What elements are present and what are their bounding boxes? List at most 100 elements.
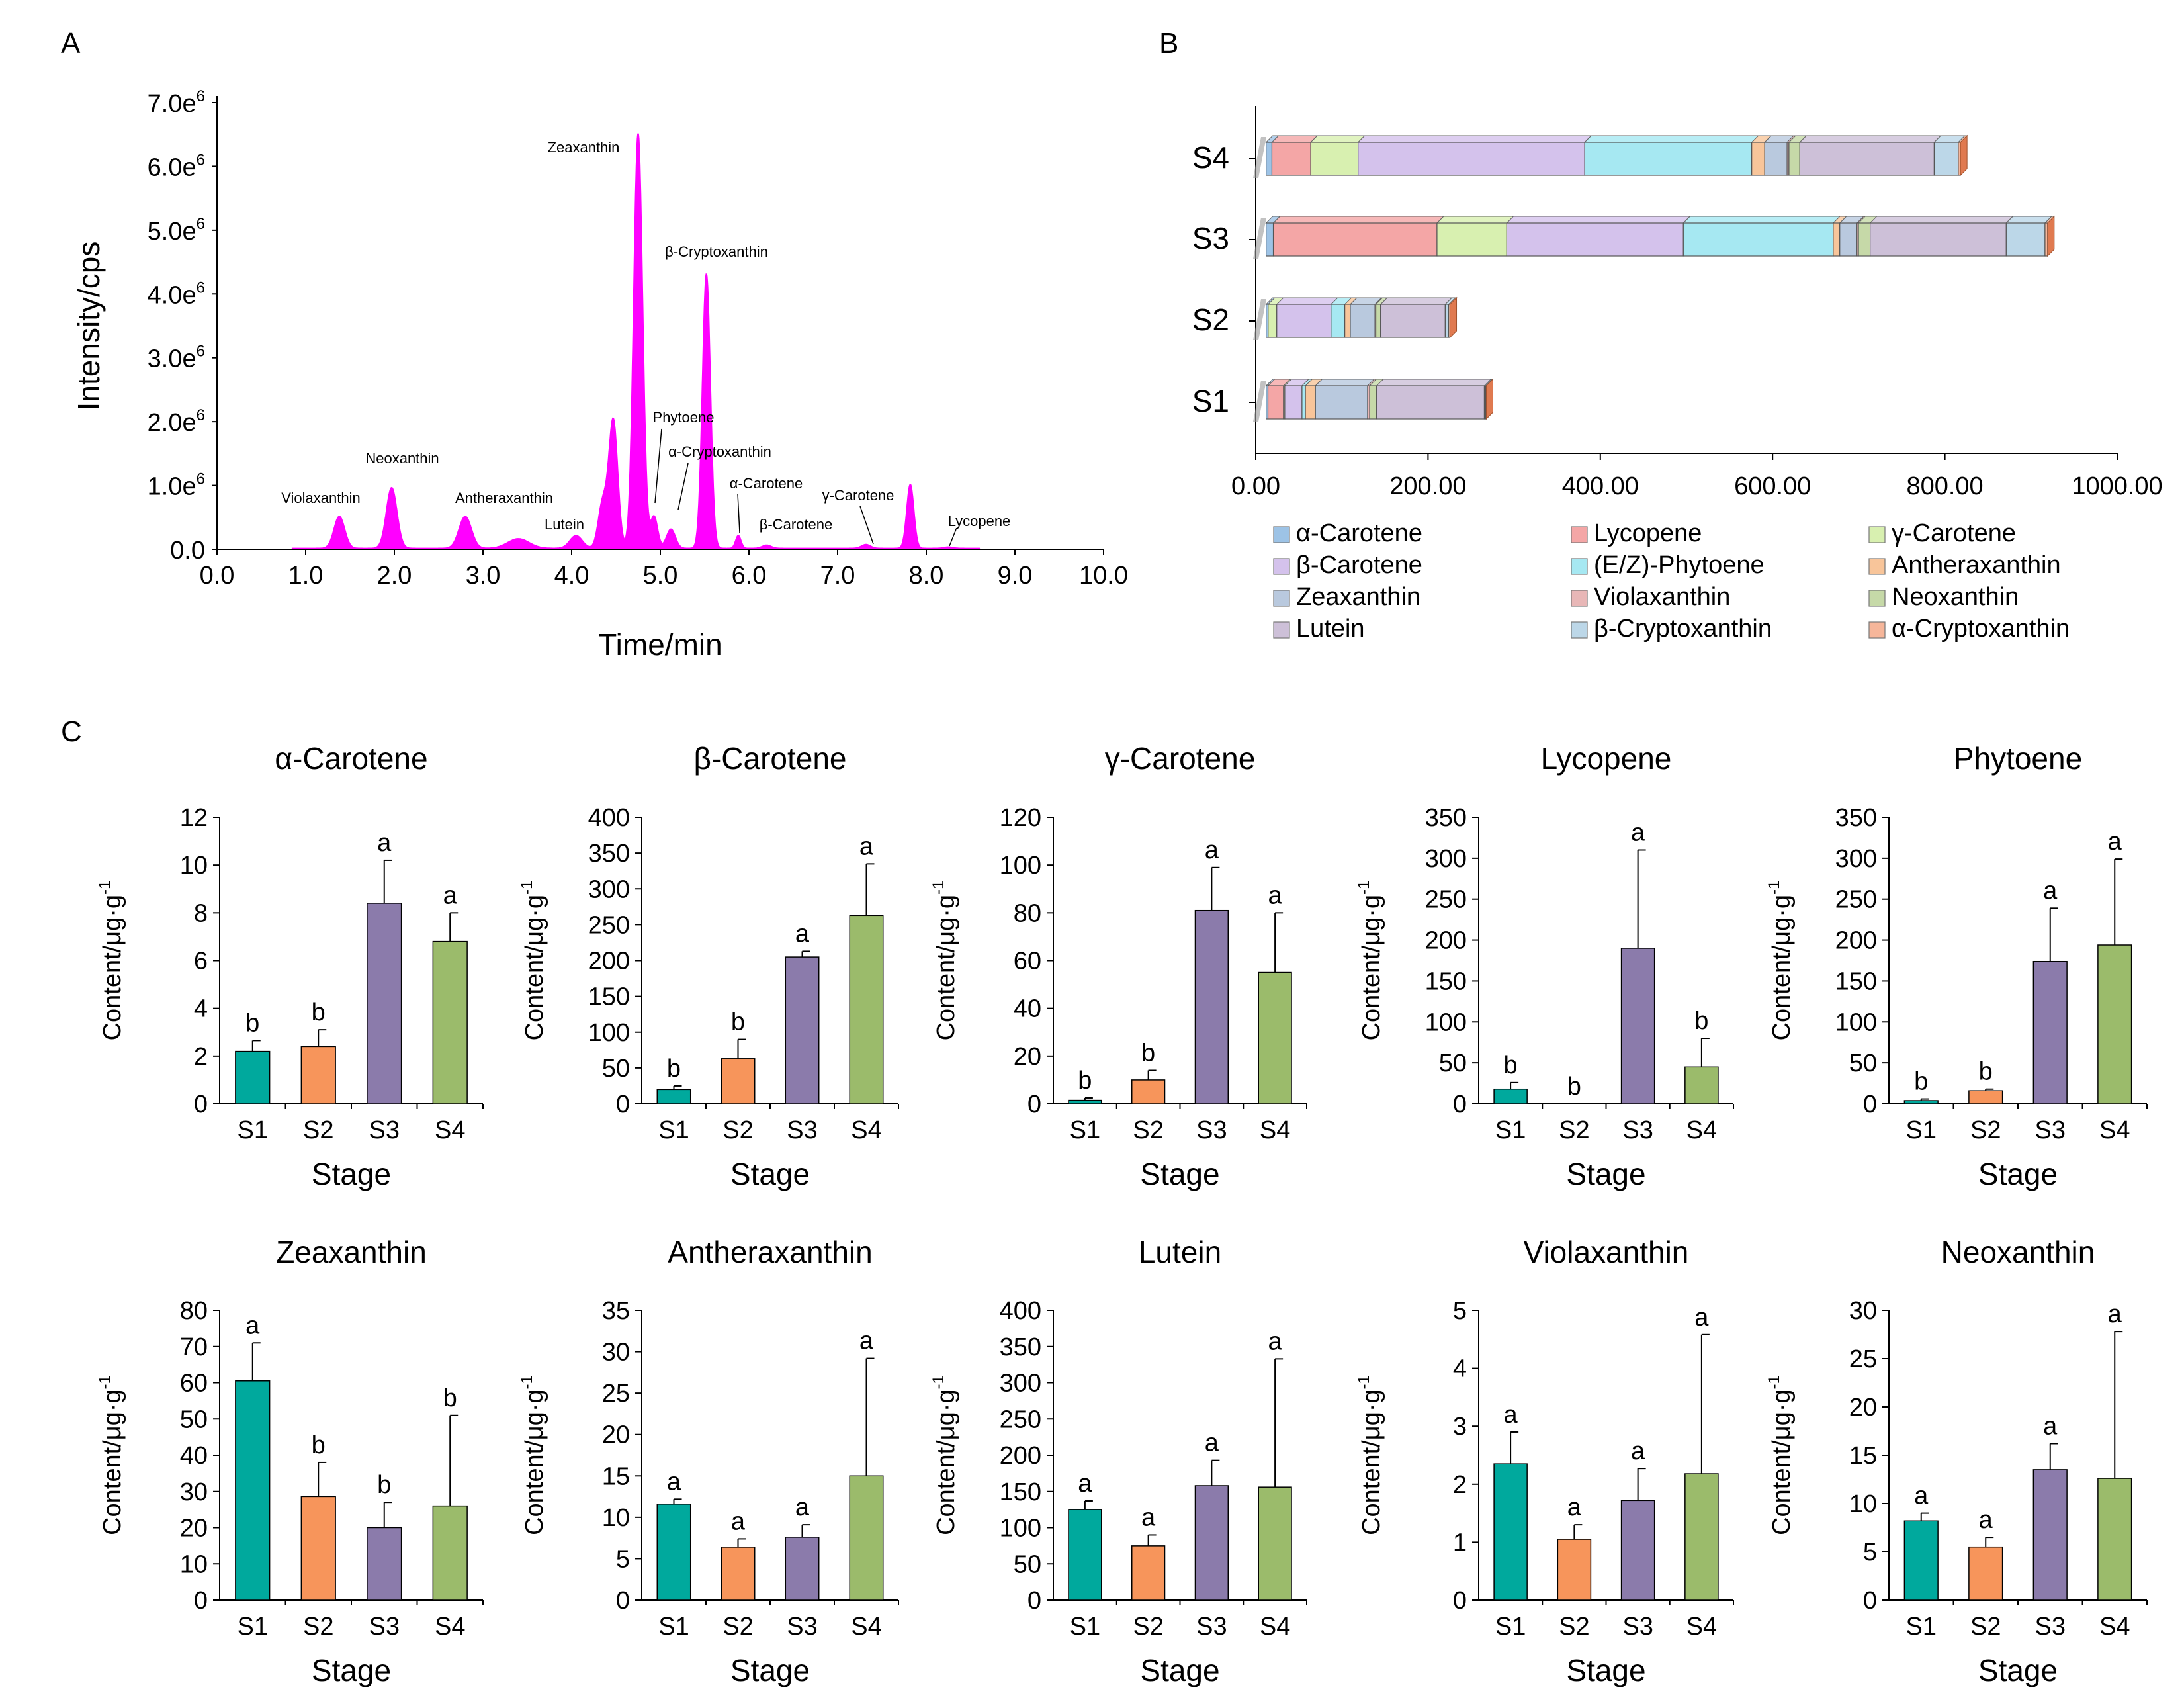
bar bbox=[1620, 1500, 1655, 1601]
significance-letter: b bbox=[731, 1009, 745, 1036]
bar bbox=[1620, 948, 1655, 1104]
x-tick-label: S4 bbox=[2099, 1613, 2130, 1641]
y-axis-title: Content/μg·g-1 bbox=[930, 881, 960, 1041]
significance-letter: a bbox=[2043, 877, 2058, 905]
stacked-segment bbox=[1839, 222, 1858, 257]
significance-letter: a bbox=[667, 1468, 681, 1496]
subchart-phytoene: Phytoene 0 50 100 150 200 250 300 350 Content/μg·… bbox=[1765, 741, 2148, 1191]
stacked-segment bbox=[1344, 304, 1351, 338]
x-tick-label: S4 bbox=[1260, 1116, 1290, 1144]
y-tick-label: 0 bbox=[194, 1091, 208, 1118]
stacked-segment bbox=[1268, 304, 1278, 338]
x-axis-title: Stage bbox=[730, 1653, 810, 1687]
bar bbox=[432, 1505, 468, 1601]
peak-label: Zeaxanthin bbox=[548, 139, 620, 156]
stacked-segment bbox=[1266, 142, 1273, 176]
x-tick-label: 600.00 bbox=[1734, 472, 1811, 500]
legend-swatch bbox=[1571, 526, 1588, 543]
stacked-segment bbox=[1276, 304, 1332, 338]
y-tick-label: 250 bbox=[1000, 1406, 1041, 1433]
y-tick-label: 20 bbox=[180, 1515, 208, 1543]
segment-top bbox=[1376, 379, 1492, 386]
y-axis-title-superscript: -1 bbox=[930, 1375, 947, 1389]
y-tick-label: 1 bbox=[1453, 1529, 1467, 1556]
y-tick-exponent: 6 bbox=[197, 471, 205, 488]
peak-leader-line bbox=[677, 463, 689, 510]
stacked-segment bbox=[1436, 222, 1508, 257]
y-axis-title-superscript: -1 bbox=[1355, 881, 1373, 895]
stacked-segment bbox=[1788, 142, 1800, 176]
significance-letter: a bbox=[1631, 819, 1645, 846]
y-tick-label: 50 bbox=[602, 1055, 630, 1083]
bar-end-cap bbox=[1960, 134, 1968, 177]
x-tick-label: S4 bbox=[1686, 1116, 1717, 1144]
peak-label: Antheraxanthin bbox=[455, 490, 553, 506]
y-tick-label: 35 bbox=[602, 1297, 630, 1325]
significance-letter: a bbox=[1979, 1506, 1993, 1534]
subchart-antheraxanthin: Antheraxanthin 0 5 10 15 20 25 30 35 Content/μg·g… bbox=[518, 1235, 899, 1687]
legend-swatch bbox=[1571, 558, 1588, 575]
legend-label: Antheraxanthin bbox=[1892, 551, 2061, 579]
subchart-title: α-Carotene bbox=[275, 741, 427, 776]
legend-swatch bbox=[1273, 526, 1290, 543]
legend-label: β-Carotene bbox=[1296, 551, 1422, 579]
y-tick-label: 50 bbox=[180, 1406, 208, 1433]
bar bbox=[1903, 1100, 1939, 1104]
y-tick-exponent: 6 bbox=[197, 343, 205, 361]
x-tick-label: S1 bbox=[658, 1116, 689, 1144]
x-tick-label: S3 bbox=[787, 1613, 817, 1641]
y-tick-exponent: 6 bbox=[197, 215, 205, 233]
legend-swatch bbox=[1571, 590, 1588, 607]
x-tick-label: 0.00 bbox=[1231, 472, 1280, 500]
x-tick-label: S3 bbox=[787, 1116, 817, 1144]
y-tick-label: 0 bbox=[1863, 1587, 1877, 1615]
y-tick-label: 3 bbox=[1453, 1413, 1467, 1441]
significance-letter: a bbox=[731, 1507, 746, 1535]
stacked-segment bbox=[1799, 142, 1935, 176]
significance-letter: b bbox=[377, 1471, 391, 1499]
y-tick-label: 0 bbox=[1453, 1587, 1467, 1615]
x-axis-title: Time/min bbox=[598, 627, 722, 662]
x-tick-label: S4 bbox=[1260, 1613, 1290, 1641]
x-tick-label: S4 bbox=[1686, 1613, 1717, 1641]
y-tick-label: 0 bbox=[1453, 1091, 1467, 1118]
y-axis-title: Content/μg·g-1 bbox=[1765, 1375, 1796, 1535]
legend-label: Lycopene bbox=[1594, 519, 1702, 547]
bar bbox=[235, 1380, 271, 1601]
segment-top bbox=[1799, 135, 1942, 143]
bar bbox=[2032, 1469, 2068, 1601]
significance-letter: b bbox=[1914, 1068, 1928, 1096]
y-tick-label: 300 bbox=[1000, 1370, 1041, 1398]
significance-letter: a bbox=[1205, 836, 1219, 864]
y-tick-label: 150 bbox=[588, 983, 630, 1011]
y-tick-label: 80 bbox=[1014, 899, 1041, 927]
stacked-segment bbox=[1350, 304, 1376, 338]
y-tick-label: 10 bbox=[602, 1504, 630, 1532]
significance-letter: b bbox=[667, 1055, 681, 1083]
y-tick-label: 80 bbox=[180, 1297, 208, 1325]
bar bbox=[849, 1475, 884, 1601]
bar bbox=[1068, 1099, 1102, 1104]
legend-label: Lutein bbox=[1296, 615, 1365, 643]
stacked-segment bbox=[1266, 222, 1274, 257]
significance-letter: a bbox=[1914, 1482, 1929, 1510]
subchart-title: Antheraxanthin bbox=[668, 1235, 872, 1269]
x-tick-label: S2 bbox=[722, 1613, 753, 1641]
bar-end-cap bbox=[1485, 378, 1493, 420]
bar bbox=[300, 1496, 336, 1601]
segment-top bbox=[1357, 135, 1593, 143]
bar bbox=[656, 1089, 691, 1104]
bar bbox=[1493, 1463, 1528, 1601]
y-tick-label: 120 bbox=[1000, 804, 1041, 832]
x-tick-label: S3 bbox=[1622, 1613, 1653, 1641]
significance-letter: b bbox=[312, 999, 326, 1026]
y-tick-label: 2.0e6 bbox=[148, 406, 205, 437]
peak-leader-line bbox=[737, 493, 740, 533]
axis-break-mark bbox=[1253, 299, 1266, 340]
y-tick-label: 6 bbox=[194, 948, 208, 975]
y-tick-label: 300 bbox=[1835, 845, 1877, 873]
y-tick-label: 7.0e6 bbox=[148, 87, 205, 118]
x-tick-label: S2 bbox=[1133, 1116, 1163, 1144]
bar bbox=[2032, 960, 2068, 1104]
y-tick-label: 20 bbox=[1014, 1043, 1041, 1071]
